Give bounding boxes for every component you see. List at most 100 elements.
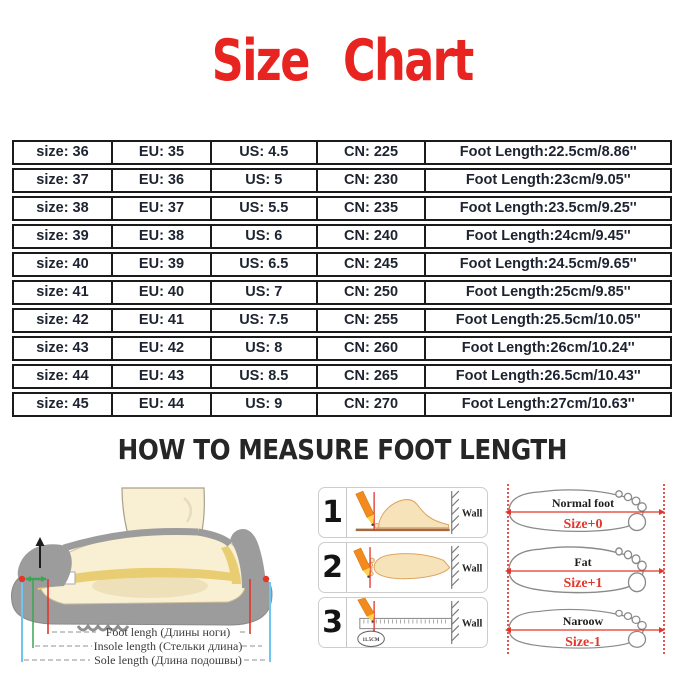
foot-outline-illustration: Fat Size+1 [505, 546, 665, 594]
ruler-illustration: 11.5CM Wall [357, 598, 483, 647]
table-cell: size: 39 [12, 224, 111, 249]
wall-hatch-icon [451, 545, 460, 589]
table-cell: US: 8.5 [210, 364, 316, 389]
wall-label: Wall [462, 564, 483, 575]
foot-type-fat: Fat Size+1 [493, 543, 681, 596]
table-row: size: 43 EU: 42 US: 8 CN: 260 Foot Length:26… [12, 336, 672, 361]
foot-type-name: Normal foot [552, 496, 614, 510]
foot-length-label: Foot lengh (Длины ноги) [106, 625, 231, 639]
table-cell: size: 38 [12, 196, 111, 221]
shoe-cross-section-diagram: Foot lengh (Длины ноги) Insole length (С… [0, 482, 308, 682]
table-cell: CN: 235 [315, 196, 425, 221]
table-cell: size: 45 [12, 392, 111, 417]
ruler-icon [359, 617, 453, 630]
measure-arrow [505, 509, 665, 515]
measure-step-1: 1 [318, 487, 488, 538]
table-cell: CN: 270 [315, 392, 425, 417]
table-row: size: 37 EU: 36 US: 5 CN: 230 Foot Length:23… [12, 168, 672, 193]
measure-heading: HOW TO MEASURE FOOT LENGTH [0, 433, 684, 466]
pencil-icon [353, 547, 371, 578]
wall-hatch-icon [451, 600, 460, 644]
table-cell: US: 5.5 [210, 196, 316, 221]
table-cell: Foot Length:24cm/9.45'' [424, 224, 672, 249]
foot-type-name: Naroow [563, 614, 604, 628]
measure-arrow [505, 568, 665, 574]
table-cell: Foot Length:25cm/9.85'' [424, 280, 672, 305]
table-cell: US: 9 [210, 392, 316, 417]
step-number: 3 [319, 598, 347, 647]
table-row: size: 44 EU: 43 US: 8.5 CN: 265 Foot Length:… [12, 364, 672, 389]
sole-tread-shape [76, 623, 130, 632]
foot-type-normal: Normal foot Size+0 [493, 484, 681, 537]
table-cell: CN: 230 [315, 168, 425, 193]
table-cell: CN: 255 [315, 308, 425, 333]
table-cell: size: 43 [12, 336, 111, 361]
step-2-art: Wall [347, 543, 487, 592]
insole-length-label: Insole length (Стельки длина) [94, 639, 243, 653]
ruler-note: 11.5CM [363, 637, 380, 643]
table-cell: EU: 39 [111, 252, 210, 277]
table-cell: CN: 225 [315, 140, 425, 165]
table-cell: US: 8 [210, 336, 316, 361]
table-row: size: 42 EU: 41 US: 7.5 CN: 255 Foot Length:… [12, 308, 672, 333]
table-cell: US: 6.5 [210, 252, 316, 277]
foot-type-narrow: Naroow Size-1 [493, 602, 681, 655]
table-cell: EU: 42 [111, 336, 210, 361]
table-cell: Foot Length:25.5cm/10.05'' [424, 308, 672, 333]
table-row: size: 39 EU: 38 US: 6 CN: 240 Foot Length:24… [12, 224, 672, 249]
leader-lines [24, 631, 268, 661]
foot-outline-illustration: Naroow Size-1 [505, 608, 665, 650]
table-cell: CN: 265 [315, 364, 425, 389]
right-dotted-guide [663, 484, 665, 654]
table-cell: Foot Length:27cm/10.63'' [424, 392, 672, 417]
measurement-callout: 11.5CM [357, 629, 385, 647]
measure-step-3: 3 [318, 597, 488, 648]
table-row: size: 45 EU: 44 US: 9 CN: 270 Foot Length:27… [12, 392, 672, 417]
step-3-art: 11.5CM Wall [347, 598, 487, 647]
table-cell: size: 41 [12, 280, 111, 305]
up-arrow-icon [35, 537, 45, 546]
table-row: size: 36 EU: 35 US: 4.5 CN: 225 Foot Length:… [12, 140, 672, 165]
table-cell: EU: 38 [111, 224, 210, 249]
table-cell: Foot Length:23.5cm/9.25'' [424, 196, 672, 221]
table-cell: CN: 245 [315, 252, 425, 277]
table-cell: Foot Length:24.5cm/9.65'' [424, 252, 672, 277]
foot-type-size-adjust: Size+1 [563, 576, 602, 591]
table-cell: size: 42 [12, 308, 111, 333]
measure-lines [18, 537, 271, 662]
table-row: size: 38 EU: 37 US: 5.5 CN: 235 Foot Length:… [12, 196, 672, 221]
table-cell: EU: 44 [111, 392, 210, 417]
table-cell: US: 7.5 [210, 308, 316, 333]
wall-label: Wall [462, 509, 483, 520]
table-cell: CN: 260 [315, 336, 425, 361]
foot-top-illustration: Wall [353, 545, 483, 589]
foot-type-name: Fat [574, 555, 591, 569]
size-table: size: 36 EU: 35 US: 4.5 CN: 225 Foot Length:… [12, 137, 672, 420]
step-number: 1 [319, 488, 347, 537]
table-row: size: 40 EU: 39 US: 6.5 CN: 245 Foot Length:… [12, 252, 672, 277]
wall-label: Wall [462, 619, 483, 630]
table-cell: US: 7 [210, 280, 316, 305]
table-cell: size: 40 [12, 252, 111, 277]
sole-length-label: Sole length (Длина подошвы) [94, 653, 242, 667]
left-dotted-guide [507, 484, 509, 654]
table-row: size: 41 EU: 40 US: 7 CN: 250 Foot Length:25… [12, 280, 672, 305]
shoe-trim-shapes [17, 528, 266, 632]
page-title-text: Size Chart [211, 28, 474, 94]
page-title: Size Chart [0, 28, 684, 94]
wall-hatch-icon [451, 490, 460, 534]
table-cell: Foot Length:23cm/9.05'' [424, 168, 672, 193]
foot-outline-illustration: Normal foot Size+0 [505, 489, 665, 533]
table-cell: Foot Length:26.5cm/10.43'' [424, 364, 672, 389]
table-cell: EU: 40 [111, 280, 210, 305]
pencil-icon [357, 598, 375, 623]
foot-shape [39, 531, 247, 605]
table-cell: CN: 240 [315, 224, 425, 249]
measure-step-2: 2 [318, 542, 488, 593]
table-cell: Foot Length:26cm/10.24'' [424, 336, 672, 361]
table-cell: CN: 250 [315, 280, 425, 305]
measure-arrow [505, 627, 665, 633]
diagram-labels: Foot lengh (Длины ноги) Insole length (С… [94, 625, 243, 667]
table-cell: EU: 37 [111, 196, 210, 221]
